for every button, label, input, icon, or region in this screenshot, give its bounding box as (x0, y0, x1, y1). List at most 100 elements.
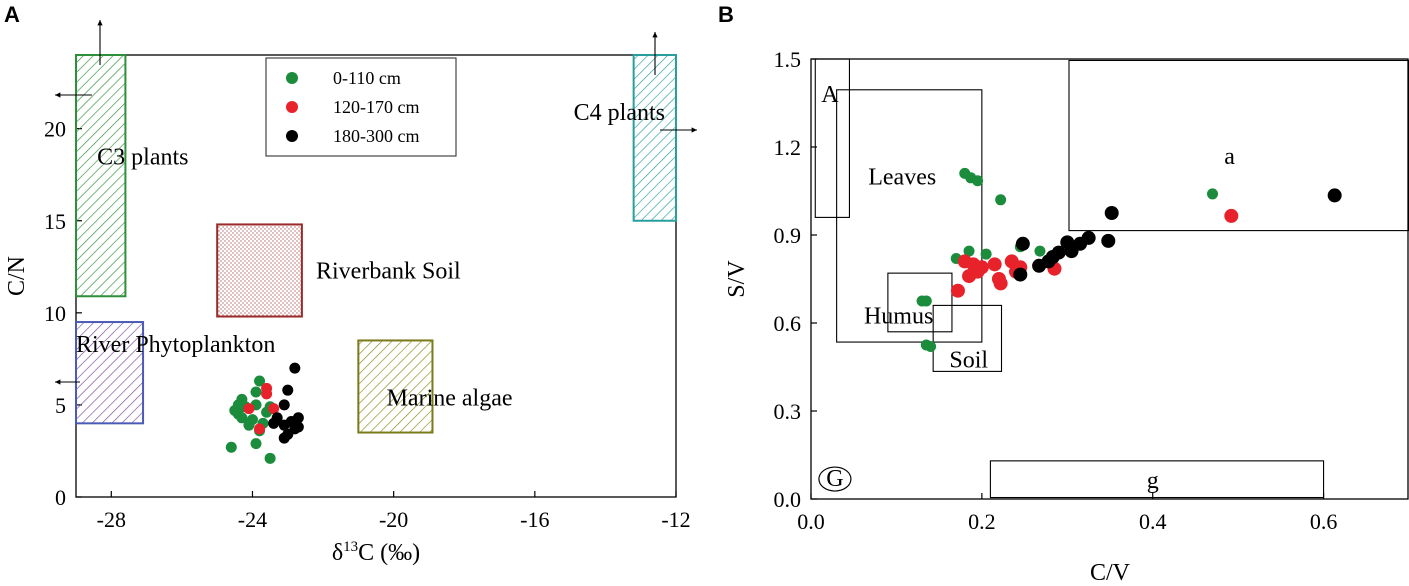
y-tick-label: 0.0 (774, 487, 802, 512)
legend-label-120-170-cm: 120-170 cm (333, 97, 419, 117)
y-tick-label: 20 (44, 117, 66, 142)
legend-label-0-110-cm: 0-110 cm (333, 68, 401, 88)
region-label-soil: Soil (949, 348, 988, 374)
region-label-g: g (1147, 468, 1159, 494)
point-180-300-cm (292, 421, 304, 433)
region-a (1068, 59, 1409, 232)
y-tick-label: 1.5 (774, 47, 802, 72)
legend-marker-0-110-cm (286, 72, 298, 84)
chart-panel-a: -28 -24 -20 -16 -12 0 5 10 15 20 δ13C (‰) C/N C3 pla… (4, 20, 697, 566)
x-tick-label: 0.6 (1310, 509, 1338, 534)
y-tick-label: 10 (44, 301, 66, 326)
region-label-riverbank-soil: Riverbank Soil (316, 258, 461, 284)
x-tick-label: -12 (661, 507, 690, 532)
circle-g-outline (818, 466, 852, 492)
x-tick-label: 0.4 (1139, 509, 1167, 534)
point-120-170-cm (950, 283, 965, 298)
c3-left-arrow-head (55, 92, 61, 98)
y-tick-label: 5 (55, 393, 66, 418)
y-axis-title: C/N (4, 256, 30, 296)
x-tick-label: 0.0 (797, 509, 825, 534)
region-riverbank-soil (216, 223, 303, 318)
panel-letter-b: B (718, 2, 734, 27)
point-180-300-cm (289, 362, 301, 374)
point-120-170-cm (987, 257, 1002, 272)
point-0-110-cm (264, 452, 276, 464)
y-axis-title: S/V (724, 260, 750, 298)
chart-panel-b: 0.0 0.2 0.4 0.6 0.0 0.3 0.6 0.9 1.2 1.5 C/V S/V A Lea… (724, 47, 1409, 586)
point-180-300-cm (278, 419, 290, 431)
point-0-110-cm (1034, 245, 1046, 257)
region-label-c4-plants: C4 plants (574, 100, 665, 126)
point-180-300-cm (1013, 267, 1028, 282)
y-tick-label: 15 (44, 209, 66, 234)
point-120-170-cm (970, 264, 985, 279)
region-label-river-phytoplankton: River Phytoplankton (76, 332, 275, 358)
y-tick-label: 0 (55, 485, 66, 510)
point-0-110-cm (920, 295, 932, 307)
point-120-170-cm (993, 276, 1008, 291)
point-180-300-cm (1327, 188, 1342, 203)
point-0-110-cm (232, 408, 244, 420)
y-tick-label: 0.3 (774, 399, 802, 424)
x-tick-label: -28 (97, 507, 126, 532)
x-tick-label: 0.2 (968, 509, 996, 534)
region-c4-plants (632, 54, 677, 222)
phyto-left-arrow-head (55, 379, 61, 385)
point-120-170-cm (1224, 208, 1239, 223)
point-0-110-cm (963, 245, 975, 257)
point-0-110-cm (254, 375, 266, 387)
panel-letter-a: A (4, 2, 20, 27)
x-tick-label: -16 (520, 507, 549, 532)
legend-label-180-300-cm: 180-300 cm (333, 126, 419, 146)
point-180-300-cm (282, 384, 294, 396)
y-tick-label: 1.2 (774, 135, 802, 160)
region-c3-plants (75, 54, 127, 298)
point-180-300-cm (1051, 245, 1066, 260)
point-120-170-cm (254, 423, 266, 435)
circle-g-label: G (826, 466, 843, 492)
legend-marker-180-300-cm (286, 130, 298, 142)
y-tick-label: 0.6 (774, 311, 802, 336)
x-tick-label: -24 (238, 507, 267, 532)
point-180-300-cm (1104, 206, 1119, 220)
point-180-300-cm (1015, 236, 1030, 251)
legend: 0-110 cm 120-170 cm 180-300 cm (265, 57, 457, 157)
region-label-humus: Humus (864, 304, 933, 330)
point-0-110-cm (1207, 188, 1219, 200)
c4-right-arrow-head (691, 127, 697, 133)
point-0-110-cm (250, 438, 262, 450)
x-axis-title: δ13C (‰) (332, 539, 420, 566)
point-180-300-cm (268, 417, 280, 429)
region-label-a: A (821, 82, 839, 108)
point-180-300-cm (278, 399, 290, 411)
c4-up-arrow-head (652, 32, 658, 38)
point-0-110-cm (995, 194, 1007, 206)
plot-frame (810, 58, 1409, 500)
point-0-110-cm (232, 399, 244, 411)
point-0-110-cm (250, 386, 262, 398)
region-label-leaves: Leaves (868, 164, 936, 190)
point-120-170-cm (261, 388, 273, 400)
point-0-110-cm (225, 441, 237, 453)
region-river-phytoplankton (75, 321, 145, 425)
region-soil (932, 304, 1003, 372)
region-marine-algae (357, 339, 434, 434)
point-0-110-cm (246, 414, 258, 426)
point-180-300-cm (278, 432, 290, 444)
point-0-110-cm (972, 175, 984, 187)
legend-marker-120-170-cm (286, 101, 298, 113)
point-180-300-cm (1081, 230, 1096, 245)
region-a (814, 58, 850, 218)
c3-up-arrow-head (97, 20, 103, 26)
y-tick-label: 0.9 (774, 223, 802, 248)
point-0-110-cm (980, 248, 992, 260)
region-leaves (836, 89, 983, 343)
region-label-c3-plants: C3 plants (97, 144, 188, 170)
region-g (989, 460, 1325, 499)
point-180-300-cm (292, 412, 304, 424)
x-axis-title: C/V (1090, 560, 1131, 586)
point-0-110-cm (925, 340, 937, 352)
point-120-170-cm (268, 403, 280, 415)
